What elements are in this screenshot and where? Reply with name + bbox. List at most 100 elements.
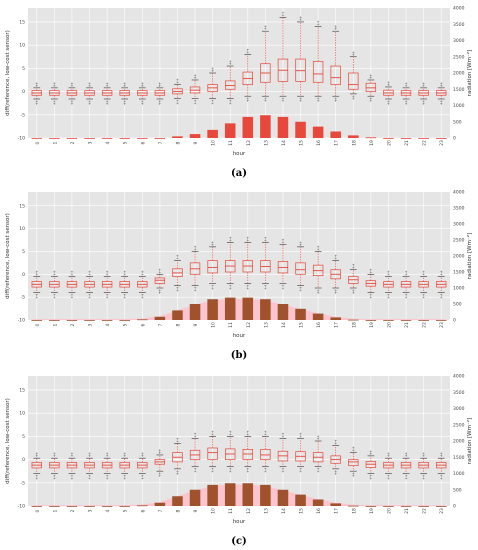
x-tick-label: 15 <box>299 322 305 328</box>
outlier-marker: + <box>106 296 109 300</box>
outlier-marker: + <box>387 270 390 274</box>
outlier-marker: + <box>387 102 390 106</box>
y2-tick-label: 2500 <box>453 422 465 428</box>
radiation-bar <box>154 502 166 506</box>
y2-axis-label: radiation [Wm⁻²] <box>466 50 473 97</box>
outlier-marker: + <box>405 454 408 458</box>
box: ++++ <box>172 78 183 106</box>
y2-axis-label: radiation [Wm⁻²] <box>466 233 473 280</box>
y2-tick-label: 2500 <box>453 54 465 60</box>
x-tick-label: 14 <box>281 508 287 514</box>
outlier-marker: + <box>176 286 179 290</box>
outlier-marker: + <box>123 296 126 300</box>
box: ++++ <box>383 80 394 106</box>
outlier-marker: + <box>158 81 161 85</box>
box-iqr <box>260 449 271 460</box>
outlier-marker: + <box>299 15 302 19</box>
x-tick-label: 15 <box>299 140 305 146</box>
radiation-bar <box>172 310 183 320</box>
radiation-bar <box>49 320 60 321</box>
outlier-marker: + <box>158 474 161 478</box>
y-tick-label: 15 <box>19 203 25 209</box>
radiation-bar <box>66 506 78 507</box>
outlier-marker: + <box>106 273 109 277</box>
radiation-bar <box>119 138 130 139</box>
x-tick-label: 19 <box>369 140 375 146</box>
radiation-bar <box>172 136 183 138</box>
outlier-marker: + <box>422 454 425 458</box>
outlier-marker: + <box>176 81 179 85</box>
box: ++++ <box>137 270 148 300</box>
outlier-marker: + <box>440 100 443 104</box>
x-tick-label: 17 <box>334 140 340 146</box>
box: ++++ <box>330 25 341 103</box>
outlier-marker: + <box>211 432 214 436</box>
box: ++++ <box>31 81 42 106</box>
outlier-marker: + <box>334 442 337 446</box>
box-iqr <box>348 72 359 90</box>
outlier-marker: + <box>53 100 56 104</box>
radiation-bar <box>224 483 236 506</box>
box-iqr <box>295 262 306 275</box>
outlier-marker: + <box>246 50 249 54</box>
y-tick-label: -5 <box>21 112 26 118</box>
outlier-marker: + <box>70 474 73 478</box>
outlier-marker: + <box>317 97 320 101</box>
outlier-marker: + <box>440 102 443 106</box>
y-tick-label: 5 <box>22 249 25 255</box>
outlier-marker: + <box>440 270 443 274</box>
radiation-bar <box>154 316 166 320</box>
radiation-bar <box>400 506 412 507</box>
outlier-marker: + <box>334 99 337 103</box>
outlier-marker: + <box>88 477 91 481</box>
outlier-marker: + <box>440 296 443 300</box>
outlier-marker: + <box>106 477 109 481</box>
radiation-bar <box>207 299 218 320</box>
box: ++++ <box>242 236 253 290</box>
box: ++++ <box>137 81 148 106</box>
x-tick-label: 7 <box>158 509 164 512</box>
outlier-marker: + <box>299 18 302 22</box>
outlier-marker: + <box>211 467 214 471</box>
x-tick-label: 5 <box>123 509 129 512</box>
outlier-marker: + <box>440 81 443 85</box>
outlier-marker: + <box>369 270 372 274</box>
outlier-marker: + <box>369 293 372 297</box>
outlier-marker: + <box>88 452 91 456</box>
x-tick-label: 20 <box>386 322 392 328</box>
box: ++++ <box>436 81 447 106</box>
radiation-bar <box>400 138 412 139</box>
radiation-bar <box>348 319 359 321</box>
outlier-marker: + <box>387 80 390 84</box>
x-tick-label: 10 <box>211 322 217 328</box>
box: ++++ <box>383 452 394 481</box>
box: ++++ <box>348 446 359 478</box>
outlier-marker: + <box>194 289 197 293</box>
outlier-marker: + <box>229 286 232 290</box>
outlier-marker: + <box>141 81 144 85</box>
outlier-marker: + <box>176 78 179 82</box>
outlier-marker: + <box>264 25 267 29</box>
outlier-marker: + <box>194 435 197 439</box>
outlier-marker: + <box>53 454 56 458</box>
outlier-marker: + <box>211 430 214 434</box>
box: ++++ <box>312 245 324 295</box>
outlier-marker: + <box>176 469 179 473</box>
y-tick-label: -10 <box>18 504 25 510</box>
outlier-marker: + <box>88 270 91 274</box>
outlier-marker: + <box>264 97 267 101</box>
outlier-marker: + <box>387 273 390 277</box>
y-tick-label: 5 <box>22 434 25 440</box>
radiation-bar <box>49 506 60 507</box>
outlier-marker: + <box>352 449 355 453</box>
outlier-marker: + <box>352 289 355 293</box>
x-tick-label: 4 <box>105 509 111 512</box>
y2-tick-label: 1000 <box>453 471 465 477</box>
radiation-bar <box>277 489 289 506</box>
outlier-marker: + <box>70 296 73 300</box>
box: ++++ <box>418 81 429 106</box>
outlier-marker: + <box>299 470 302 474</box>
radiation-band <box>28 484 450 506</box>
x-tick-label: 12 <box>246 322 252 328</box>
outlier-marker: + <box>35 102 38 106</box>
